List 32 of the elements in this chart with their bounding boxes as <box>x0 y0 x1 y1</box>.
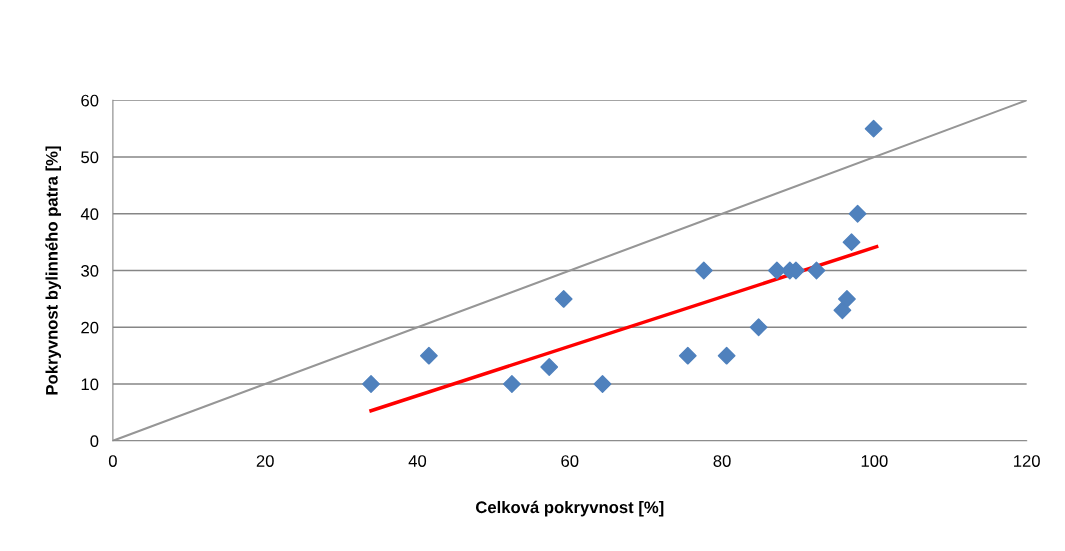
y-tick-label: 60 <box>81 94 99 107</box>
point <box>540 358 559 376</box>
x-tick-label: 120 <box>1014 455 1040 467</box>
x-tick-label: 60 <box>561 455 579 467</box>
point <box>419 346 438 365</box>
point <box>554 290 573 308</box>
x-axis-title: Celková pokryvnost [%] <box>476 500 664 517</box>
point <box>833 301 852 320</box>
y-tick-label: 30 <box>81 264 99 277</box>
point <box>749 318 768 337</box>
point <box>502 375 521 393</box>
y-axis-title: Pokryvnost bylinného patra [%] <box>45 146 62 395</box>
x-tick-label: 100 <box>861 455 888 467</box>
point <box>593 375 612 393</box>
x-tick-label: 80 <box>713 455 731 467</box>
point <box>838 290 856 308</box>
y-tick-label: 0 <box>90 435 99 447</box>
y-tick-label: 40 <box>80 208 99 220</box>
point <box>848 204 867 223</box>
point <box>717 346 736 365</box>
y-tick-label: 20 <box>81 321 99 334</box>
point <box>694 261 713 280</box>
point <box>842 233 861 252</box>
x-tick-label: 0 <box>108 455 117 467</box>
point <box>807 261 826 280</box>
x-tick-label: 40 <box>408 455 427 467</box>
point <box>362 375 380 393</box>
x-tick-label: 20 <box>256 455 274 467</box>
point <box>678 346 697 365</box>
point <box>864 119 883 138</box>
y-tick-label: 10 <box>81 378 99 391</box>
y-tick-label: 50 <box>81 151 99 164</box>
